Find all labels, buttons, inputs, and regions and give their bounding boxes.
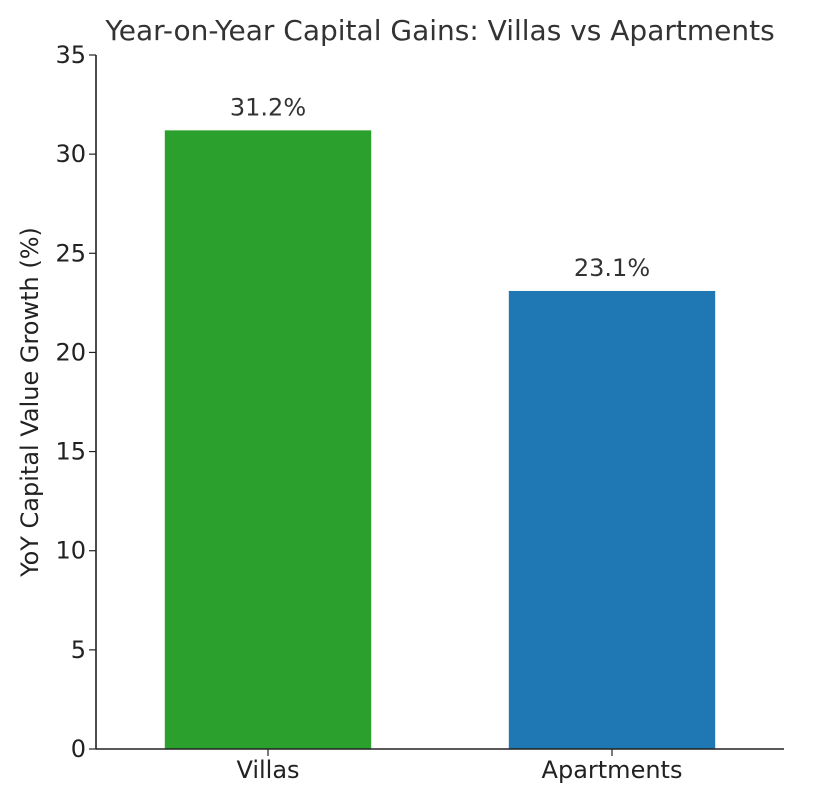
y-tick-label: 0 [71, 735, 86, 763]
x-axis-ticks: Villas Apartments [236, 749, 682, 784]
x-tick-label: Villas [236, 756, 299, 784]
y-tick-label: 30 [55, 140, 86, 168]
chart-title: Year-on-Year Capital Gains: Villas vs Ap… [104, 14, 774, 47]
data-label-apartments: 23.1% [574, 254, 650, 282]
bar-apartments [509, 291, 715, 749]
y-axis-ticks: 0 5 10 15 20 25 30 35 [55, 41, 96, 763]
y-tick-label: 15 [55, 438, 86, 466]
y-axis-label: YoY Capital Value Growth (%) [16, 227, 44, 578]
y-tick-label: 35 [55, 41, 86, 69]
x-tick-label: Apartments [542, 756, 683, 784]
bar-villas [165, 130, 371, 749]
y-tick-label: 10 [55, 537, 86, 565]
y-tick-label: 5 [71, 636, 86, 664]
y-tick-label: 25 [55, 239, 86, 267]
data-label-villas: 31.2% [230, 93, 306, 121]
y-tick-label: 20 [55, 338, 86, 366]
bars-group: 31.2% 23.1% [165, 93, 715, 749]
